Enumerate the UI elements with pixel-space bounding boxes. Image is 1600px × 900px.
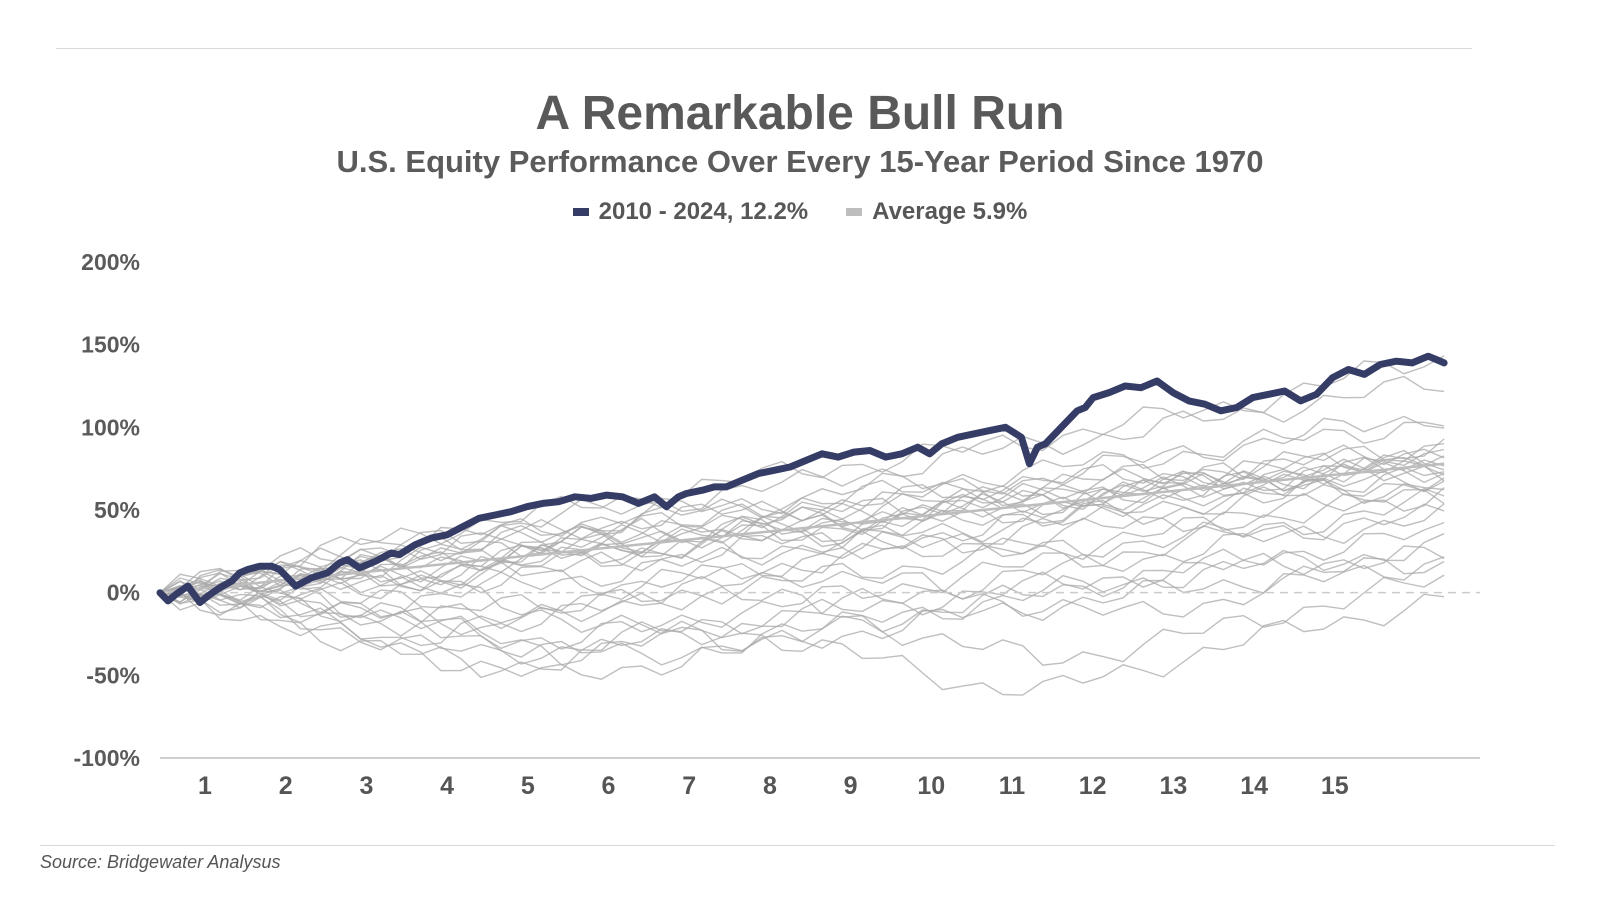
highlight-line-group (156, 352, 1448, 607)
x-tick-label: 13 (1159, 772, 1187, 800)
x-tick-label: 12 (1079, 772, 1107, 800)
x-tick-label: 14 (1240, 772, 1268, 800)
background-path-line (159, 533, 1445, 653)
x-tick-label: 4 (440, 772, 454, 800)
x-tick-label: 1 (198, 772, 212, 800)
background-path-line (159, 449, 1445, 594)
background-paths (159, 355, 1445, 696)
legend-swatch-highlight (572, 208, 589, 216)
y-tick-label: 100% (81, 414, 140, 440)
x-tick-label: 8 (763, 772, 777, 800)
chart-subtitle: U.S. Equity Performance Over Every 15-Ye… (336, 144, 1264, 179)
background-path-line (159, 574, 1445, 666)
legend-item-highlight: 2010 - 2024, 12.2% (572, 198, 809, 226)
x-tick-label: 5 (521, 772, 535, 800)
background-path-line (159, 483, 1445, 637)
background-path-line (159, 487, 1445, 650)
background-path-line (159, 545, 1445, 679)
legend-label-highlight: 2010 - 2024, 12.2% (598, 198, 809, 225)
background-path-line (159, 421, 1445, 603)
background-path-line (159, 573, 1445, 696)
chart-legend: 2010 - 2024, 12.2% Average 5.9% (0, 198, 1600, 226)
legend-item-average: Average 5.9% (846, 198, 1027, 226)
background-path-line (159, 557, 1445, 680)
legend-swatch-average (846, 208, 863, 216)
bottom-divider (40, 845, 1555, 846)
top-divider (56, 48, 1472, 49)
average-line-group (159, 462, 1445, 594)
x-tick-label: 10 (917, 772, 945, 800)
x-tick-label: 9 (844, 772, 858, 800)
x-tick-label: 6 (602, 772, 616, 800)
legend-label-average: Average 5.9% (872, 198, 1028, 225)
background-path-line (159, 503, 1445, 665)
x-tick-label: 7 (682, 772, 696, 800)
background-path-line (159, 452, 1445, 603)
y-axis: -100% -50% 0% 50% 100% 150% 200% (74, 249, 140, 771)
background-path-line (159, 556, 1445, 647)
x-tick-label: 11 (999, 772, 1026, 800)
background-path-line (159, 438, 1445, 594)
chart-title: A Remarkable Bull Run (535, 87, 1065, 140)
y-tick-label: -100% (74, 745, 140, 771)
background-path-line (159, 487, 1445, 614)
x-tick-label: 3 (359, 772, 373, 800)
background-path-line (159, 458, 1445, 604)
highlight-line-2010-2024 (156, 352, 1448, 607)
source-note: Source: Bridgewater Analysus (40, 852, 281, 872)
y-tick-label: 150% (81, 332, 140, 358)
x-tick-label: 15 (1321, 772, 1349, 800)
y-tick-label: 200% (81, 249, 140, 275)
background-path-line (159, 503, 1445, 630)
y-tick-label: -50% (86, 662, 140, 688)
background-path-line (159, 355, 1445, 594)
background-path-line (159, 521, 1445, 666)
x-tick-label: 2 (279, 772, 293, 800)
x-axis: 1 2 3 4 5 6 7 8 9 10 11 12 13 14 15 (160, 757, 1480, 800)
y-tick-label: 0% (107, 580, 140, 606)
y-tick-label: 50% (94, 497, 140, 523)
average-line (159, 462, 1445, 594)
background-path-line (159, 444, 1445, 601)
